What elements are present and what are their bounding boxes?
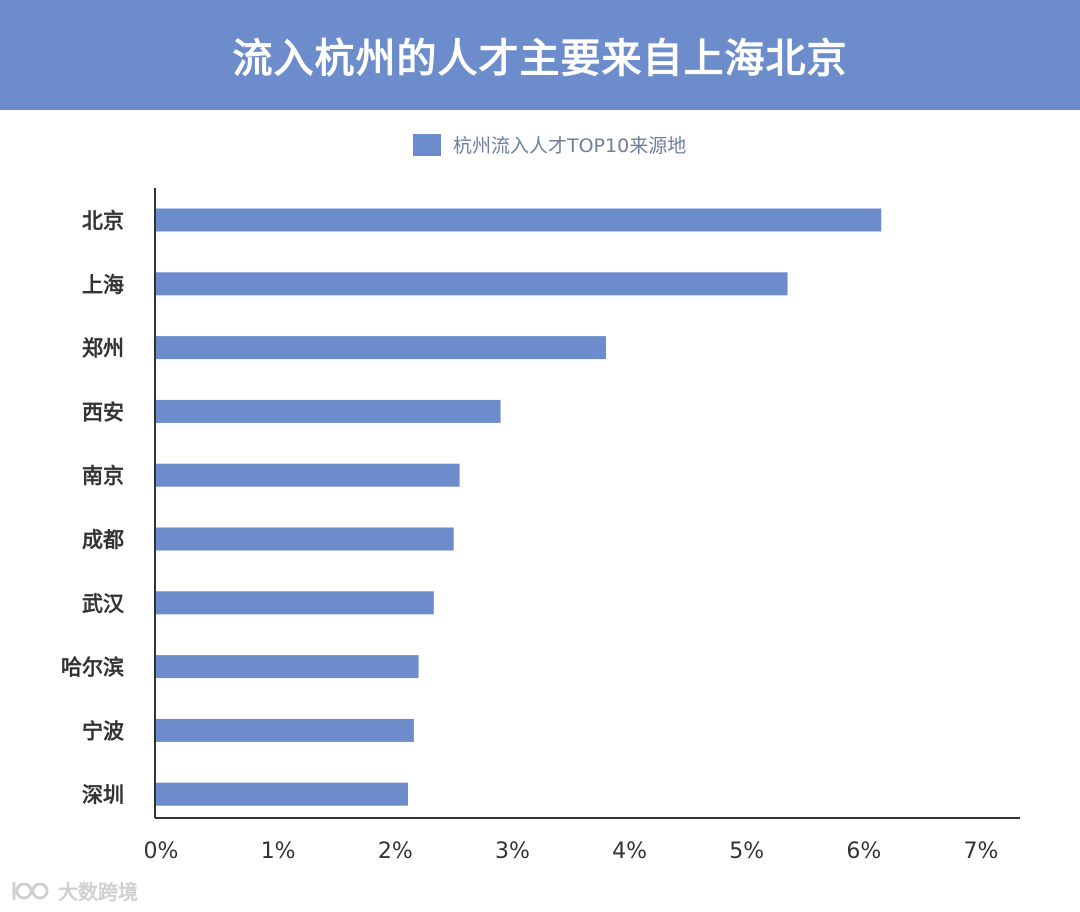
bar-6 [155, 527, 454, 551]
x-tick-label: 0% [144, 839, 179, 864]
watermark-text: 大数跨境 [58, 880, 138, 904]
legend-swatch [413, 134, 441, 156]
category-label: 深圳 [82, 783, 124, 807]
x-tick-label: 1% [261, 839, 296, 864]
category-label: 宁波 [82, 719, 125, 743]
brand-logo-icon [12, 881, 49, 900]
bar-1 [155, 208, 882, 232]
category-label: 上海 [82, 273, 124, 297]
bar-3 [155, 336, 606, 360]
x-tick-label: 2% [378, 839, 413, 864]
legend-label: 杭州流入人才TOP10来源地 [453, 135, 686, 157]
category-label: 哈尔滨 [61, 656, 124, 680]
bar-4 [155, 399, 501, 423]
bar-9 [155, 718, 414, 742]
x-tick-label: 4% [612, 839, 647, 864]
x-tick-label: 3% [495, 839, 530, 864]
category-label: 武汉 [82, 592, 125, 616]
category-label: 西安 [82, 400, 124, 424]
title-banner: 流入杭州的人才主要来自上海北京 [0, 0, 1080, 110]
bar-10 [155, 782, 409, 806]
x-tick-label: 5% [729, 839, 764, 864]
category-label: 成都 [82, 528, 124, 552]
page-title: 流入杭州的人才主要来自上海北京 [232, 36, 848, 82]
watermark: 大数跨境 [10, 876, 138, 905]
category-label: 南京 [82, 464, 124, 488]
category-label: 郑州 [82, 337, 124, 361]
bar-8 [155, 655, 419, 679]
bar-7 [155, 591, 434, 615]
x-tick-label: 6% [846, 839, 881, 864]
bar-2 [155, 272, 788, 296]
x-tick-label: 7% [964, 839, 999, 864]
category-label: 北京 [82, 209, 124, 233]
bar-5 [155, 463, 460, 487]
